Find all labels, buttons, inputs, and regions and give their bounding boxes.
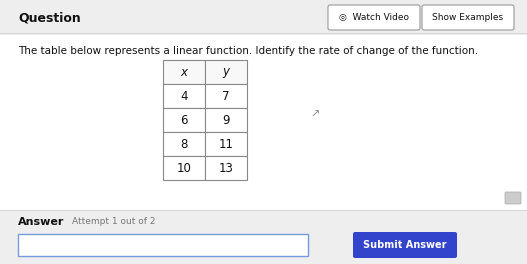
Bar <box>0 210 527 264</box>
Text: 4: 4 <box>180 89 188 102</box>
Text: 11: 11 <box>219 138 233 150</box>
Text: 6: 6 <box>180 114 188 126</box>
Bar <box>163 132 205 156</box>
Bar <box>163 156 205 180</box>
Text: ◎  Watch Video: ◎ Watch Video <box>339 13 409 22</box>
FancyBboxPatch shape <box>353 232 457 258</box>
Bar <box>205 84 247 108</box>
Bar <box>163 84 205 108</box>
Text: The table below represents a linear function. Identify the rate of change of the: The table below represents a linear func… <box>18 46 478 56</box>
Text: 7: 7 <box>222 89 230 102</box>
Bar <box>163 108 205 132</box>
Bar <box>205 156 247 180</box>
Text: 10: 10 <box>177 162 191 175</box>
Text: y: y <box>222 65 229 78</box>
Bar <box>205 108 247 132</box>
FancyBboxPatch shape <box>505 192 521 204</box>
FancyBboxPatch shape <box>328 5 420 30</box>
Text: Show Examples: Show Examples <box>433 13 504 22</box>
Bar <box>0 0 527 35</box>
Bar <box>163 60 205 84</box>
Bar <box>18 234 308 256</box>
Text: 13: 13 <box>219 162 233 175</box>
FancyBboxPatch shape <box>422 5 514 30</box>
Text: Submit Answer: Submit Answer <box>363 240 447 250</box>
Bar <box>205 132 247 156</box>
Text: ↗: ↗ <box>310 110 320 120</box>
Text: 9: 9 <box>222 114 230 126</box>
Text: Attempt 1 out of 2: Attempt 1 out of 2 <box>72 218 155 227</box>
Text: Question: Question <box>18 12 81 25</box>
Text: x: x <box>181 65 188 78</box>
Bar <box>205 60 247 84</box>
Text: 8: 8 <box>180 138 188 150</box>
Text: Answer: Answer <box>18 217 64 227</box>
